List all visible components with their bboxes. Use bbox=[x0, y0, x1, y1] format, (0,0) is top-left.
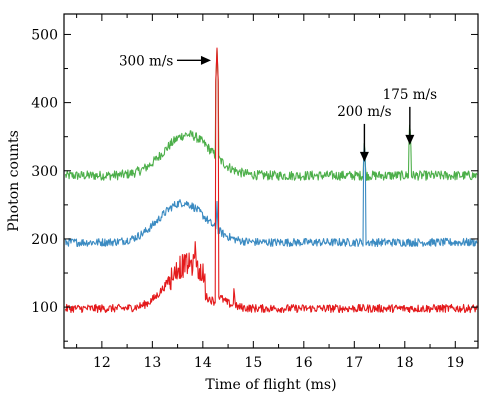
annotation-arrowhead bbox=[200, 55, 211, 65]
annotation-1: 300 m/s bbox=[119, 53, 211, 69]
annotation-arrowhead bbox=[359, 151, 369, 162]
annotation-label: 200 m/s bbox=[337, 104, 391, 120]
x-axis: 12 13 14 15 16 17 18 19 bbox=[76, 14, 464, 371]
annotation-label: 175 m/s bbox=[383, 87, 437, 103]
annotation-2: 200 m/s bbox=[337, 104, 392, 162]
annotation-label: 300 m/s bbox=[119, 53, 173, 69]
y-tick-label: 500 bbox=[31, 27, 58, 43]
x-tick-label: 18 bbox=[396, 355, 414, 371]
x-tick-label: 12 bbox=[93, 355, 111, 371]
y-tick-label: 400 bbox=[31, 96, 58, 112]
y-tick-label: 100 bbox=[31, 300, 58, 316]
x-tick-label: 19 bbox=[446, 355, 464, 371]
plot-frame bbox=[63, 13, 479, 349]
y-tick-label: 300 bbox=[31, 164, 58, 180]
traces-group bbox=[64, 47, 478, 314]
series-trace-3 bbox=[64, 47, 478, 314]
x-tick-label: 17 bbox=[345, 355, 363, 371]
x-tick-label: 13 bbox=[143, 355, 161, 371]
x-axis-label: Time of flight (ms) bbox=[205, 377, 336, 393]
y-axis-label: Photon counts bbox=[6, 130, 22, 232]
annotation-3: 175 m/s bbox=[383, 87, 437, 145]
x-tick-label: 14 bbox=[194, 355, 212, 371]
annotation-arrowhead bbox=[405, 134, 415, 145]
y-axis: 100 200 300 400 500 bbox=[31, 27, 478, 342]
x-tick-label: 15 bbox=[244, 355, 262, 371]
y-tick-label: 200 bbox=[31, 232, 58, 248]
series-trace-2 bbox=[64, 145, 478, 247]
x-tick-label: 16 bbox=[295, 355, 313, 371]
series-trace-1 bbox=[64, 48, 478, 181]
